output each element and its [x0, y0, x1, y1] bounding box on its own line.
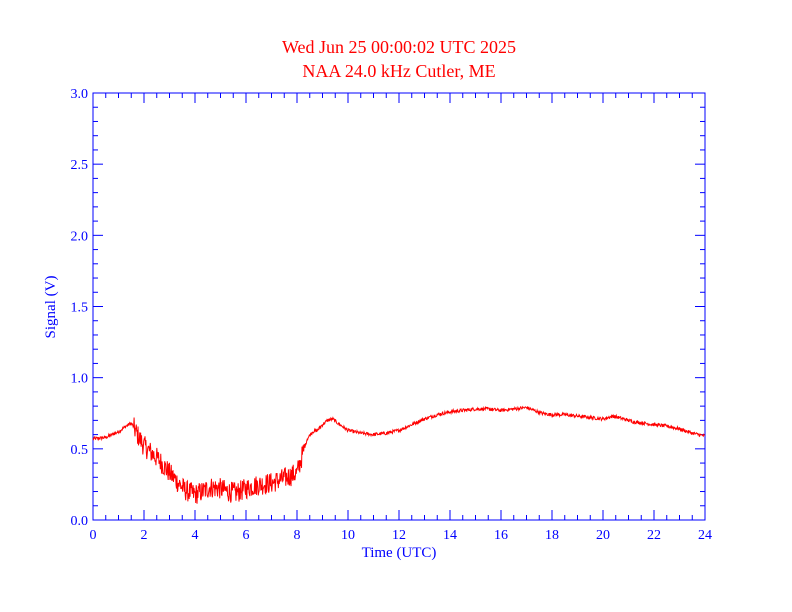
- x-tick-label: 4: [192, 528, 199, 543]
- x-tick-label: 6: [243, 528, 250, 543]
- x-tick-label: 16: [494, 528, 508, 543]
- x-tick-label: 10: [341, 528, 355, 543]
- series-line: [92, 405, 706, 504]
- x-tick-label: 2: [141, 528, 148, 543]
- x-tick-label: 14: [443, 528, 457, 543]
- x-axis-label: Time (UTC): [362, 545, 437, 561]
- x-tick-label: 0: [90, 528, 97, 543]
- x-tick-label: 24: [698, 528, 712, 543]
- y-tick-label: 1.0: [71, 372, 89, 387]
- x-axis-ticks: 0 2 4 6 8 10 12 14 16 18 20 22 24: [90, 93, 712, 543]
- chart-title: Wed Jun 25 00:00:02 UTC 2025: [282, 37, 516, 57]
- x-tick-label: 8: [294, 528, 301, 543]
- y-tick-label: 2.5: [71, 158, 89, 173]
- y-tick-label: 1.5: [71, 301, 89, 316]
- x-tick-label: 18: [545, 528, 559, 543]
- y-axis-ticks: 0.0 0.5 1.0 1.5 2.0 2.5 3.0: [71, 87, 705, 529]
- y-tick-label: 3.0: [71, 87, 89, 102]
- series-layer: [92, 405, 706, 504]
- y-tick-label: 0.0: [71, 514, 89, 529]
- x-tick-label: 22: [647, 528, 661, 543]
- y-axis-label: Signal (V): [43, 276, 59, 339]
- chart-subtitle: NAA 24.0 kHz Cutler, ME: [302, 61, 495, 81]
- y-tick-label: 0.5: [71, 443, 89, 458]
- y-tick-label: 2.0: [71, 229, 89, 244]
- x-tick-label: 20: [596, 528, 610, 543]
- x-tick-label: 12: [392, 528, 406, 543]
